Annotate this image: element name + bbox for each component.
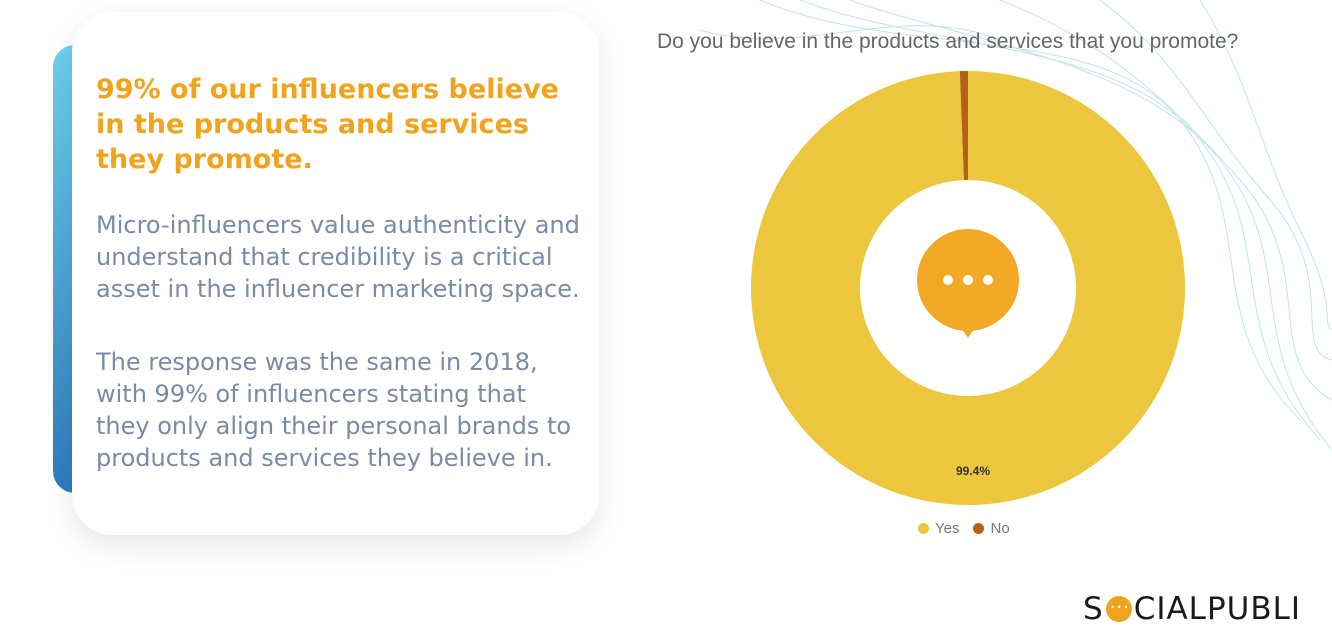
donut-slice-no	[959, 71, 968, 181]
legend-item-no: No	[973, 520, 1010, 537]
info-card: 99% of our influencers believe in the pr…	[72, 12, 599, 535]
legend-label: No	[990, 520, 1010, 537]
legend-dot	[973, 523, 985, 534]
speech-bubble-ellipsis-icon	[917, 229, 1019, 338]
data-label: 99.4%	[956, 464, 990, 478]
socialpubli-logo: SCIALPUBLI	[1083, 590, 1301, 627]
legend-dot	[918, 523, 929, 534]
donut-chart: 99.4%	[751, 71, 1185, 505]
headline: 99% of our influencers believe in the pr…	[96, 74, 559, 175]
chart-title: Do you believe in the products and servi…	[657, 30, 1239, 53]
paragraph: Micro-influencers value authenticity and…	[96, 211, 580, 303]
donut-slice-yes	[751, 71, 1185, 505]
chart-legend: Yes No	[918, 520, 1010, 537]
legend-label: Yes	[935, 520, 960, 537]
paragraph: The response was the same in 2018, with …	[96, 348, 572, 472]
legend-item-yes: Yes	[918, 520, 959, 537]
